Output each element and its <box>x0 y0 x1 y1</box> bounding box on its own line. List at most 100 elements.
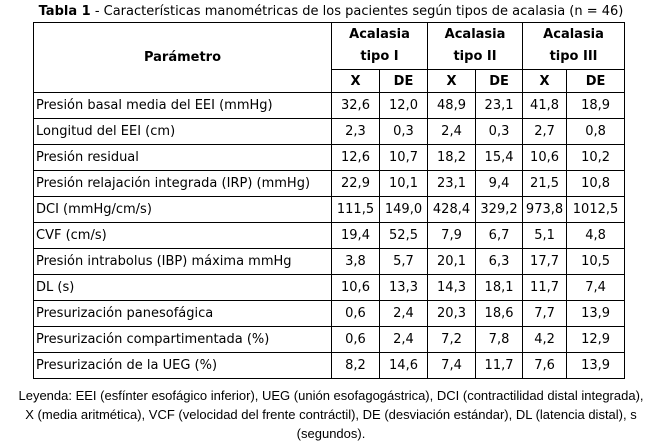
value-cell: 19,4 <box>331 222 380 249</box>
value-cell: 41,8 <box>522 92 568 119</box>
subheader-mean-1: X <box>331 69 380 93</box>
value-cell: 0,3 <box>475 118 524 145</box>
subheader-row: X DE X DE X DE <box>34 69 626 93</box>
parameter-label: Presión residual <box>33 144 332 171</box>
group-header-line2: tipo III <box>549 49 598 64</box>
value-cell: 329,2 <box>475 196 524 223</box>
value-cell: 0,6 <box>331 300 380 327</box>
table-row: Presión intrabolus (IBP) máxima mmHg 3,8… <box>33 248 626 275</box>
table-row: Presión basal media del EEI (mmHg) 32,6 … <box>33 92 626 119</box>
value-cell: 6,3 <box>475 248 524 275</box>
value-cell: 7,6 <box>522 352 568 379</box>
group-header-acalasia-tipo-3: Acalasia tipo III <box>522 22 626 70</box>
value-cell: 0,3 <box>378 118 429 145</box>
parameter-label: Longitud del EEI (cm) <box>33 118 332 145</box>
value-cell: 48,9 <box>427 92 477 119</box>
value-cell: 22,9 <box>331 170 380 197</box>
group-header-line1: Acalasia <box>349 27 410 42</box>
value-cell: 5,7 <box>378 248 429 275</box>
parameter-label: Presión basal media del EEI (mmHg) <box>33 92 332 119</box>
value-cell: 10,6 <box>331 274 380 301</box>
value-cell: 13,9 <box>566 300 626 327</box>
value-cell: 8,2 <box>331 352 380 379</box>
value-cell: 13,9 <box>566 352 626 379</box>
value-cell: 12,9 <box>566 326 626 353</box>
manometry-table: Parámetro Acalasia tipo I Acalasia tipo … <box>33 22 626 379</box>
value-cell: 10,1 <box>378 170 429 197</box>
table-row: Presión residual 12,6 10,7 18,2 15,4 10,… <box>33 144 626 171</box>
value-cell: 10,7 <box>378 144 429 171</box>
value-cell: 2,4 <box>378 326 429 353</box>
value-cell: 18,2 <box>427 144 477 171</box>
value-cell: 973,8 <box>522 196 568 223</box>
group-header-acalasia-tipo-2: Acalasia tipo II <box>427 22 524 70</box>
parameter-label: CVF (cm/s) <box>33 222 332 249</box>
value-cell: 18,1 <box>475 274 524 301</box>
value-cell: 6,7 <box>475 222 524 249</box>
value-cell: 149,0 <box>378 196 429 223</box>
value-cell: 7,8 <box>475 326 524 353</box>
parameter-column-header: Parámetro <box>33 22 332 93</box>
table-row: Presurización compartimentada (%) 0,6 2,… <box>33 326 626 353</box>
value-cell: 17,7 <box>522 248 568 275</box>
value-cell: 2,3 <box>331 118 380 145</box>
value-cell: 18,9 <box>566 92 626 119</box>
table-body: Presión basal media del EEI (mmHg) 32,6 … <box>33 92 626 379</box>
parameter-label: Presión intrabolus (IBP) máxima mmHg <box>33 248 332 275</box>
value-cell: 23,1 <box>427 170 477 197</box>
value-cell: 23,1 <box>475 92 524 119</box>
value-cell: 7,9 <box>427 222 477 249</box>
table-row: DL (s) 10,6 13,3 14,3 18,1 11,7 7,4 <box>33 274 626 301</box>
value-cell: 14,6 <box>378 352 429 379</box>
legend: Leyenda: EEI (esfínter esofágico inferio… <box>0 386 662 443</box>
table-row: Longitud del EEI (cm) 2,3 0,3 2,4 0,3 2,… <box>33 118 626 145</box>
subheader-sd-3: DE <box>566 69 626 93</box>
group-header-line2: tipo I <box>360 49 399 64</box>
subheader-sd-2: DE <box>475 69 524 93</box>
subheader-mean-3: X <box>522 69 568 93</box>
value-cell: 15,4 <box>475 144 524 171</box>
value-cell: 10,2 <box>566 144 626 171</box>
value-cell: 11,7 <box>522 274 568 301</box>
value-cell: 0,6 <box>331 326 380 353</box>
value-cell: 7,4 <box>427 352 477 379</box>
value-cell: 10,8 <box>566 170 626 197</box>
legend-line-2: X (media aritmética), VCF (velocidad del… <box>25 407 637 422</box>
table-row: CVF (cm/s) 19,4 52,5 7,9 6,7 5,1 4,8 <box>33 222 626 249</box>
table-title-text: - Características manométricas de los pa… <box>90 4 624 19</box>
value-cell: 32,6 <box>331 92 380 119</box>
group-header-row: Parámetro Acalasia tipo I Acalasia tipo … <box>33 22 626 93</box>
value-cell: 10,5 <box>566 248 626 275</box>
value-cell: 18,6 <box>475 300 524 327</box>
table-row: Presión relajación integrada (IRP) (mmHg… <box>33 170 626 197</box>
table-row: Presurización panesofágica 0,6 2,4 20,3 … <box>33 300 626 327</box>
value-cell: 21,5 <box>522 170 568 197</box>
value-cell: 3,8 <box>331 248 380 275</box>
value-cell: 4,8 <box>566 222 626 249</box>
value-cell: 14,3 <box>427 274 477 301</box>
parameter-label: Presurización panesofágica <box>33 300 332 327</box>
value-cell: 5,1 <box>522 222 568 249</box>
value-cell: 52,5 <box>378 222 429 249</box>
legend-line-1: Leyenda: EEI (esfínter esofágico inferio… <box>18 388 644 403</box>
value-cell: 2,4 <box>427 118 477 145</box>
value-cell: 20,1 <box>427 248 477 275</box>
table-row: DCI (mmHg/cm/s) 111,5 149,0 428,4 329,2 … <box>33 196 626 223</box>
value-cell: 7,2 <box>427 326 477 353</box>
value-cell: 2,7 <box>522 118 568 145</box>
table-row: Presurización de la UEG (%) 8,2 14,6 7,4… <box>33 352 626 379</box>
group-header-line1: Acalasia <box>543 27 604 42</box>
value-cell: 0,8 <box>566 118 626 145</box>
group-header-acalasia-tipo-1: Acalasia tipo I <box>330 22 429 70</box>
group-header-line1: Acalasia <box>444 27 506 42</box>
table-title: Tabla 1 - Características manométricas d… <box>0 4 662 19</box>
table-header: Parámetro Acalasia tipo I Acalasia tipo … <box>33 22 626 93</box>
value-cell: 428,4 <box>427 196 477 223</box>
parameter-label: Presurización compartimentada (%) <box>33 326 332 353</box>
value-cell: 11,7 <box>475 352 524 379</box>
value-cell: 12,6 <box>331 144 380 171</box>
value-cell: 4,2 <box>522 326 568 353</box>
parameter-label: DL (s) <box>33 274 332 301</box>
value-cell: 13,3 <box>378 274 429 301</box>
subheader-sd-1: DE <box>378 69 429 93</box>
